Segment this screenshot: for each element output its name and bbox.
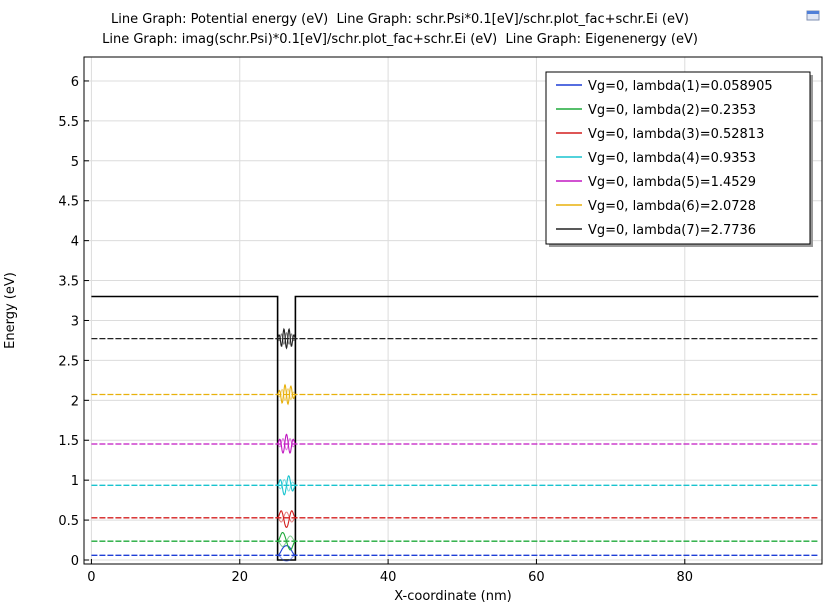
- wavefunction-imag-7: [275, 331, 298, 346]
- y-tick-label: 5: [71, 155, 79, 170]
- legend-box: [545, 71, 811, 245]
- plot-frame: [83, 56, 823, 565]
- wavefunction-imag-5: [275, 438, 298, 451]
- y-tick-label: 3: [71, 314, 79, 329]
- legend-entry: Vg=0, lambda(5)=1.4529: [588, 175, 756, 190]
- legend-entry: Vg=0, lambda(3)=0.52813: [588, 127, 764, 142]
- y-tick-label: 1: [71, 474, 79, 489]
- legend-entry: Vg=0, lambda(7)=2.7736: [588, 223, 756, 238]
- chart-title-line-1: Line Graph: Potential energy (eV) Line G…: [111, 12, 689, 27]
- wavefunction-imag-6: [275, 388, 298, 402]
- y-axis-ticks: 0 0.5 1 1.5 2 2.5 3 3.5 4 4.5 5 5.5 6: [58, 75, 89, 569]
- y-tick-label: 3.5: [58, 275, 79, 290]
- chart-title-line-2: Line Graph: imag(schr.Psi)*0.1[eV]/schr.…: [102, 32, 698, 47]
- potential-layer: [91, 295, 819, 561]
- wavefunction-real-5: [275, 433, 298, 454]
- y-axis-label: Energy (eV): [3, 272, 18, 349]
- y-tick-label: 4: [71, 235, 79, 250]
- y-tick-label: 0: [71, 554, 79, 569]
- y-tick-label: 2: [71, 394, 79, 409]
- y-tick-label: 6: [71, 75, 79, 90]
- x-tick-label: 80: [677, 570, 694, 585]
- wavefunction-real-7: [275, 327, 298, 350]
- y-tick-label: 2.5: [58, 354, 79, 369]
- x-tick-label: 40: [380, 570, 397, 585]
- legend-entry: Vg=0, lambda(6)=2.0728: [588, 199, 756, 214]
- x-tick-label: 60: [528, 570, 545, 585]
- wavefunction-real-3: [275, 510, 298, 529]
- y-tick-label: 0.5: [58, 514, 79, 529]
- wavefunction-imag-2: [275, 535, 298, 547]
- legend-entry: Vg=0, lambda(1)=0.058905: [588, 79, 773, 94]
- y-tick-label: 5.5: [58, 115, 79, 130]
- wavefunction-imag-1: [275, 554, 298, 562]
- grid-lines: [84, 57, 822, 564]
- legend-entry: Vg=0, lambda(2)=0.2353: [588, 103, 756, 118]
- x-tick-label: 20: [231, 570, 248, 585]
- x-tick-label: 0: [87, 570, 95, 585]
- wavefunction-real-1: [275, 545, 298, 556]
- series-layer: [91, 327, 819, 562]
- wavefunction-imag-4: [275, 478, 298, 492]
- wavefunction-imag-3: [275, 511, 298, 523]
- x-axis-label: X-coordinate (nm): [394, 589, 511, 604]
- y-tick-label: 4.5: [58, 195, 79, 210]
- x-axis-ticks: 0 20 40 60 80: [87, 559, 693, 585]
- legend: Vg=0, lambda(1)=0.058905 Vg=0, lambda(2)=…: [545, 71, 813, 247]
- potential-line: [91, 295, 819, 561]
- zoom-extents-icon[interactable]: [806, 8, 820, 22]
- y-tick-label: 1.5: [58, 434, 79, 449]
- legend-entry: Vg=0, lambda(4)=0.9353: [588, 151, 756, 166]
